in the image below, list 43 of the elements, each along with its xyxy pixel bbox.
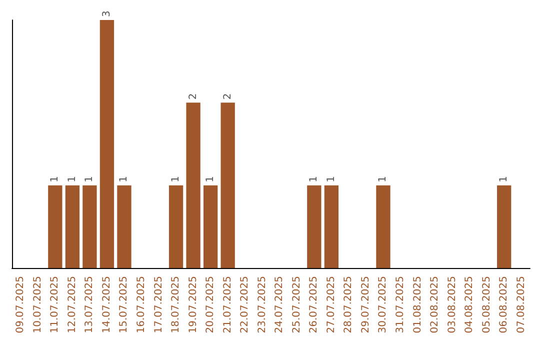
- x-tick-label: 31.07.2025: [395, 276, 406, 334]
- data-label: 1: [66, 176, 78, 182]
- x-tick-label: 16.07.2025: [136, 276, 147, 334]
- data-label: 1: [118, 176, 130, 182]
- x-tick-label: 10.07.2025: [32, 276, 44, 334]
- data-label: 1: [326, 176, 337, 182]
- x-tick-label: 20.07.2025: [205, 276, 216, 334]
- data-label: 1: [84, 176, 96, 182]
- data-label: 1: [308, 176, 320, 182]
- x-tick-label: 12.07.2025: [66, 276, 78, 334]
- x-tick-label: 15.07.2025: [118, 276, 130, 334]
- x-tick-label: 06.08.2025: [498, 276, 510, 334]
- x-tick-label: 02.08.2025: [430, 276, 441, 334]
- x-tick-label: 03.08.2025: [446, 276, 458, 334]
- data-label: 1: [170, 176, 182, 182]
- x-tick-label: 05.08.2025: [481, 276, 492, 334]
- x-tick-label: 04.08.2025: [464, 276, 476, 334]
- x-tick-label: 30.07.2025: [378, 276, 389, 334]
- x-tick-label: 01.08.2025: [412, 276, 424, 334]
- x-tick-label: 22.07.2025: [240, 276, 251, 334]
- data-label: 2: [222, 93, 234, 100]
- x-tick-label: 13.07.2025: [84, 276, 96, 334]
- x-tick-label: 07.08.2025: [516, 276, 527, 334]
- x-tick-label: 28.07.2025: [343, 276, 354, 334]
- x-tick-label: 27.07.2025: [326, 276, 337, 334]
- x-tick-label: 19.07.2025: [188, 276, 199, 334]
- x-tick-label: 14.07.2025: [101, 276, 112, 334]
- x-tick-label: 18.07.2025: [170, 276, 182, 334]
- x-tick-label: 26.07.2025: [308, 276, 320, 334]
- x-tick-label: 21.07.2025: [222, 276, 234, 334]
- x-tick-label: 29.07.2025: [360, 276, 372, 334]
- x-tick-label: 17.07.2025: [153, 276, 164, 334]
- data-label: 1: [50, 176, 61, 182]
- data-label: 3: [101, 10, 112, 17]
- x-tick-label: 25.07.2025: [291, 276, 302, 334]
- data-label: 1: [205, 176, 216, 182]
- x-tick-label: 23.07.2025: [256, 276, 268, 334]
- data-label: 2: [188, 93, 199, 100]
- data-label: 1: [498, 176, 510, 182]
- x-tick-label: 09.07.2025: [15, 276, 26, 334]
- x-tick-label: 24.07.2025: [274, 276, 286, 334]
- data-label: 1: [378, 176, 389, 182]
- x-tick-label: 11.07.2025: [50, 276, 61, 334]
